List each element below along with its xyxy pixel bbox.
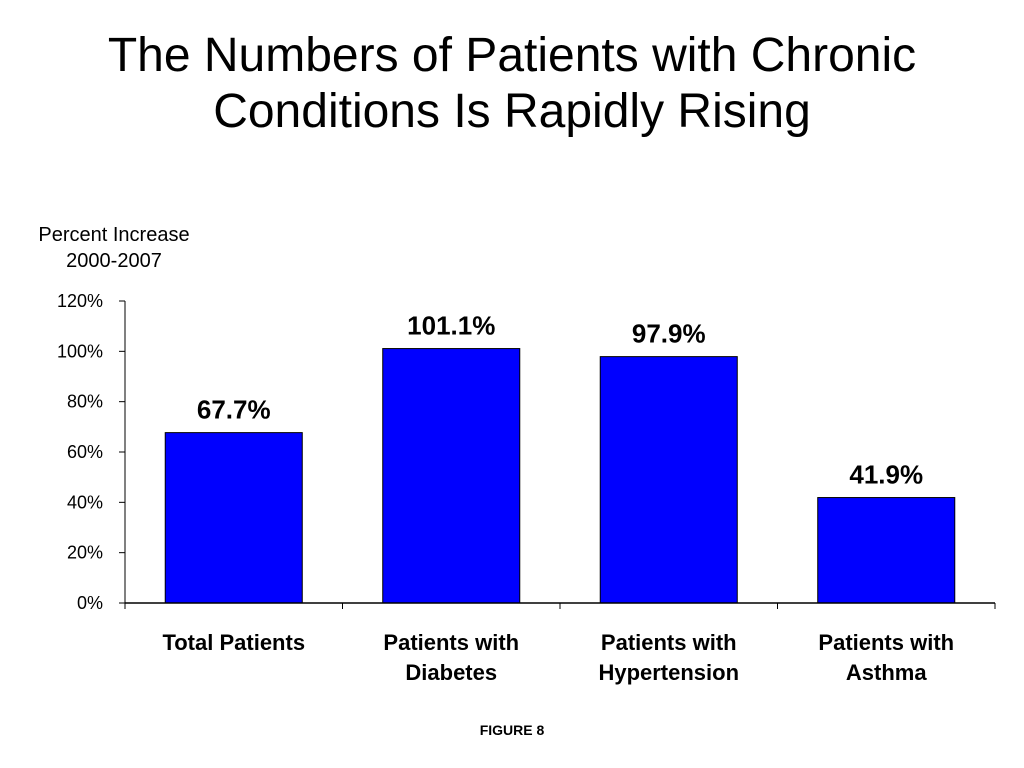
y-tick-label: 120% bbox=[57, 291, 103, 311]
y-tick-label: 0% bbox=[77, 593, 103, 613]
y-axis-label: Percent Increase 2000-2007 bbox=[14, 222, 214, 274]
slide-title: The Numbers of Patients with Chronic Con… bbox=[0, 28, 1024, 140]
category-label: Patients with bbox=[818, 630, 954, 655]
y-tick-label: 60% bbox=[67, 442, 103, 462]
y-axis-label-line-2: 2000-2007 bbox=[66, 250, 162, 272]
bar bbox=[817, 497, 956, 604]
bar bbox=[164, 432, 303, 604]
y-tick-label: 100% bbox=[57, 341, 103, 361]
data-label: 101.1% bbox=[407, 311, 495, 341]
bar bbox=[599, 356, 738, 604]
category-label: Patients with bbox=[383, 630, 519, 655]
data-label: 67.7% bbox=[197, 395, 271, 425]
data-label: 41.9% bbox=[849, 460, 923, 490]
y-tick-label: 40% bbox=[67, 492, 103, 512]
y-axis-label-line-1: Percent Increase bbox=[38, 224, 190, 246]
y-tick-label: 20% bbox=[67, 543, 103, 563]
category-label: Asthma bbox=[846, 660, 927, 685]
category-label: Total Patients bbox=[162, 630, 305, 655]
bar bbox=[382, 348, 521, 604]
category-label: Diabetes bbox=[405, 660, 497, 685]
data-label: 97.9% bbox=[632, 319, 706, 349]
y-tick-label: 80% bbox=[67, 392, 103, 412]
figure-caption: FIGURE 8 bbox=[479, 722, 545, 738]
slide-title-line-2: Conditions Is Rapidly Rising bbox=[213, 85, 811, 138]
category-label: Hypertension bbox=[598, 660, 739, 685]
slide-title-line-1: The Numbers of Patients with Chronic bbox=[107, 29, 917, 82]
category-label: Patients with bbox=[601, 630, 737, 655]
